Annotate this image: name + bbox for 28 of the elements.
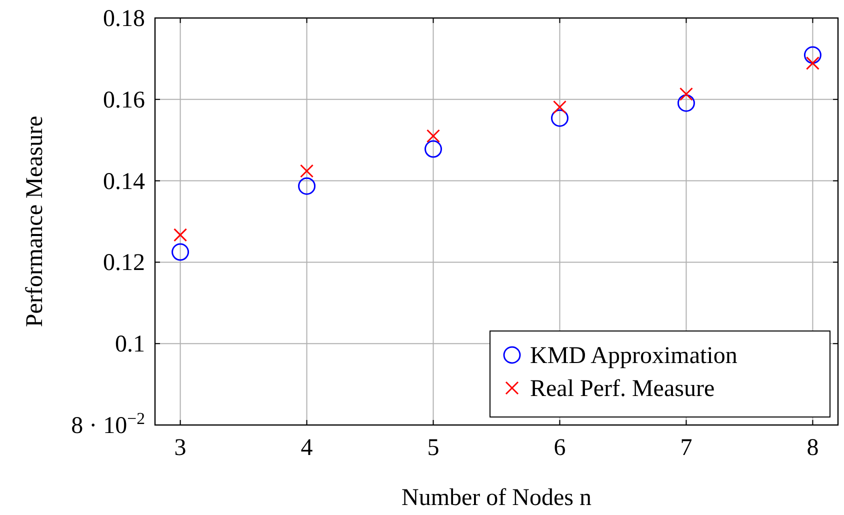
- x-axis-title: Number of Nodes n: [402, 485, 592, 511]
- point: [172, 243, 190, 261]
- point: [677, 94, 695, 112]
- point: [806, 56, 820, 70]
- y-tick-label: 0.16: [103, 87, 145, 114]
- legend-label: KMD Approximation: [530, 343, 738, 369]
- point: [174, 228, 188, 242]
- y-tick-label: 0.1: [115, 332, 145, 358]
- x-tick-label: 4: [300, 435, 313, 461]
- point: [426, 129, 440, 143]
- x-tick-label: 6: [554, 435, 566, 461]
- x-tick-label: 7: [680, 435, 692, 461]
- point: [424, 140, 442, 158]
- legend-label: Real Perf. Measure: [530, 376, 715, 402]
- y-tick-label: 8 · 10$^{−2}$: [71, 408, 145, 439]
- x-tick-label: 8: [806, 435, 819, 461]
- point: [550, 109, 568, 127]
- point: [298, 177, 316, 195]
- y-axis-title: Performance Measure: [22, 116, 48, 328]
- point: [300, 164, 314, 178]
- y-tick-label: 0.14: [103, 168, 145, 195]
- y-tick-label: 0.12: [103, 250, 145, 276]
- point: [804, 46, 822, 64]
- point: [552, 100, 566, 114]
- x-tick-label: 5: [427, 435, 440, 461]
- x-tick-label: 3: [174, 435, 186, 461]
- y-tick-label: 0.18: [103, 6, 145, 32]
- point: [679, 87, 693, 101]
